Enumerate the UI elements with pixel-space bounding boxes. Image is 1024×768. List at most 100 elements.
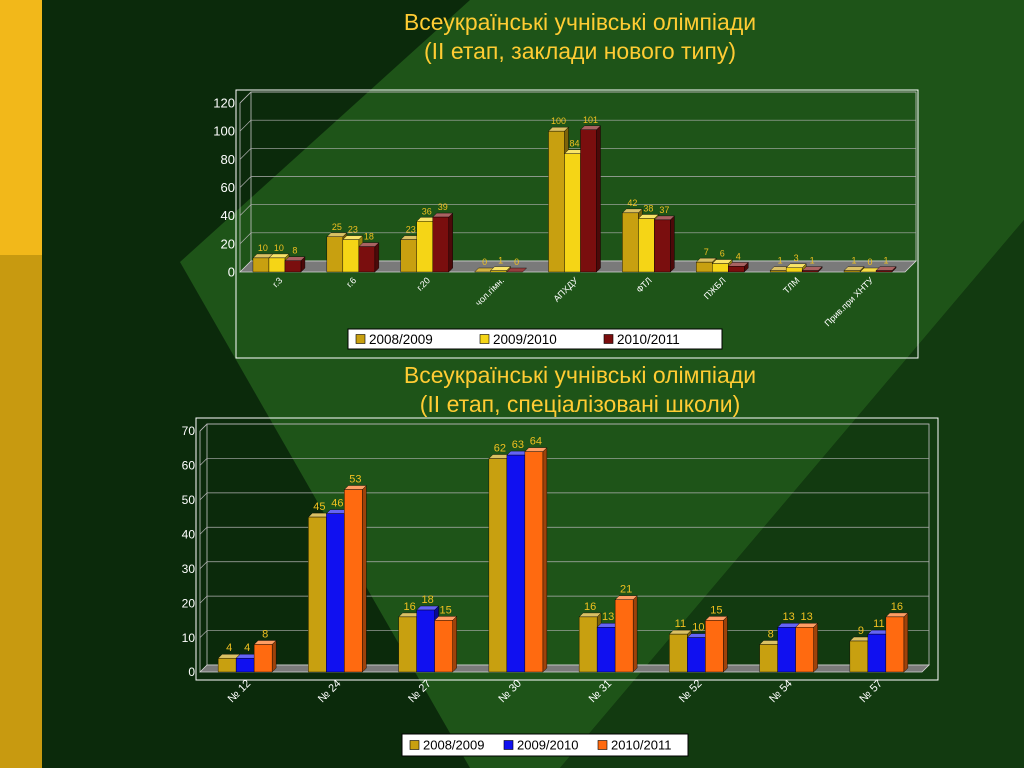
chart2-gridline-side (199, 527, 208, 535)
chart1-y-tick-label: 60 (221, 180, 235, 195)
chart1-bar (727, 261, 749, 273)
chart1-data-label: 0 (482, 257, 487, 267)
chart2-data-label: 9 (858, 625, 864, 637)
chart1-gridline-side (239, 148, 252, 160)
chart2-bar (795, 622, 819, 673)
chart1-legend-label: 2009/2010 (493, 332, 557, 347)
chart2-data-label: 16 (404, 601, 416, 613)
chart2-data-label: 8 (262, 628, 268, 640)
chart1-bar (490, 266, 512, 273)
chart1-data-label: 39 (438, 202, 448, 212)
chart1-bar (875, 266, 897, 273)
chart1-data-label: 7 (704, 247, 709, 257)
chart2-gridline-side (199, 630, 208, 638)
chart1-data-label: 0 (514, 257, 519, 267)
chart1-y-tick-label: 120 (213, 96, 235, 111)
chart2-data-label: 18 (422, 594, 434, 606)
chart1-data-label: 42 (627, 198, 637, 208)
chart1-data-label: 100 (551, 116, 566, 126)
chart1-gridline-side (239, 176, 252, 188)
chart1-data-label: 3 (794, 253, 799, 263)
chart2-data-label: 64 (530, 436, 542, 448)
chart1-bar (358, 242, 380, 273)
chart2-bar (434, 615, 458, 673)
chart1-gridline-side (239, 204, 252, 216)
chart1-bar (284, 256, 306, 273)
chart1-y-tick-label: 20 (221, 236, 235, 251)
chart2-data-label: 16 (584, 601, 596, 613)
chart2-data-label: 63 (512, 439, 524, 451)
chart2-y-tick-label: 0 (188, 665, 195, 679)
chart1-legend-swatch (355, 334, 366, 344)
chart2-data-label: 13 (602, 611, 614, 623)
chart2-bar (885, 612, 909, 673)
chart1-y-tick-label: 40 (221, 208, 235, 223)
chart1-data-label: 36 (422, 206, 432, 216)
chart1-data-label: 1 (778, 256, 783, 266)
chart2-data-label: 13 (783, 611, 795, 623)
chart-1-title-line2: (ІІ етап, заклади нового типу) (424, 38, 736, 64)
chart1-data-label: 10 (258, 243, 268, 253)
chart1-data-label: 1 (884, 256, 889, 266)
chart2-y-tick-label: 20 (182, 596, 196, 610)
chart2-gridline-side (199, 423, 208, 432)
chart2-y-tick-label: 30 (182, 562, 196, 576)
chart1-legend-swatch (603, 334, 614, 344)
chart2-x-tick-label: № 52 (677, 678, 705, 706)
chart2-data-label: 16 (891, 601, 903, 613)
chart2-legend-label: 2009/2010 (517, 738, 578, 753)
chart2-y-tick-label: 40 (182, 527, 196, 541)
chart1-gridline-side (239, 232, 252, 245)
chart2-data-label: 8 (768, 628, 774, 640)
chart-2-title-line2: (ІІ етап, спеціалізовані школи) (419, 391, 741, 417)
chart2-bar (704, 615, 728, 673)
chart1-legend-swatch (479, 334, 490, 344)
chart2-bar (343, 485, 367, 673)
chart2-bar (614, 595, 638, 673)
chart2-x-tick-label: № 30 (496, 678, 524, 706)
chart1-data-label: 0 (868, 257, 873, 267)
chart1-data-label: 10 (274, 243, 284, 253)
chart1-legend-label: 2008/2009 (369, 332, 433, 347)
chart1-data-label: 8 (292, 246, 297, 256)
chart2-data-label: 13 (801, 611, 813, 623)
chart1-data-label: 1 (810, 256, 815, 266)
chart1-gridline-side (239, 91, 252, 104)
chart1-data-label: 6 (720, 249, 725, 259)
chart1-legend: 2008/2009 2009/2010 2010/2011 (347, 328, 723, 350)
chart2-x-tick-label: № 24 (316, 678, 344, 706)
chart1-y-tick-label: 100 (213, 124, 235, 139)
chart1-data-label: 4 (736, 251, 741, 261)
chart1-bar (801, 266, 823, 273)
chart1-data-label: 101 (583, 115, 598, 125)
chart2-data-label: 15 (710, 604, 722, 616)
chart2-y-tick-label: 70 (182, 424, 196, 438)
chart2-legend-swatch (409, 740, 420, 750)
chart1-data-label: 38 (643, 203, 653, 213)
chart1-data-label: 18 (364, 232, 374, 242)
chart2-y-tick-label: 10 (182, 631, 196, 645)
chart2-bar (524, 447, 548, 673)
chart2-data-label: 46 (331, 498, 343, 510)
chart2-legend: 2008/2009 2009/2010 2010/2011 (401, 733, 689, 757)
chart2-legend-swatch (503, 740, 514, 750)
chart1-data-label: 25 (332, 222, 342, 232)
chart1-data-label: 23 (348, 225, 358, 235)
chart1-data-label: 23 (406, 225, 416, 235)
chart2-gridline-side (199, 492, 208, 501)
chart1-plot-frame (235, 89, 919, 359)
chart1-bar (653, 215, 675, 273)
chart-1-title-line1: Всеукраїнські учнівські олімпіади (403, 9, 757, 35)
chart1-bar (843, 266, 865, 273)
chart2-legend-swatch (597, 740, 608, 750)
chart2-x-tick-label: № 54 (767, 678, 795, 706)
chart1-data-label: 1 (498, 256, 503, 266)
chart2-data-label: 10 (692, 622, 704, 634)
chart1-bar (506, 267, 528, 273)
chart2-legend-box (401, 733, 689, 757)
chart1-legend-label: 2010/2011 (617, 332, 680, 347)
chart2-x-tick-label: № 27 (406, 678, 434, 706)
